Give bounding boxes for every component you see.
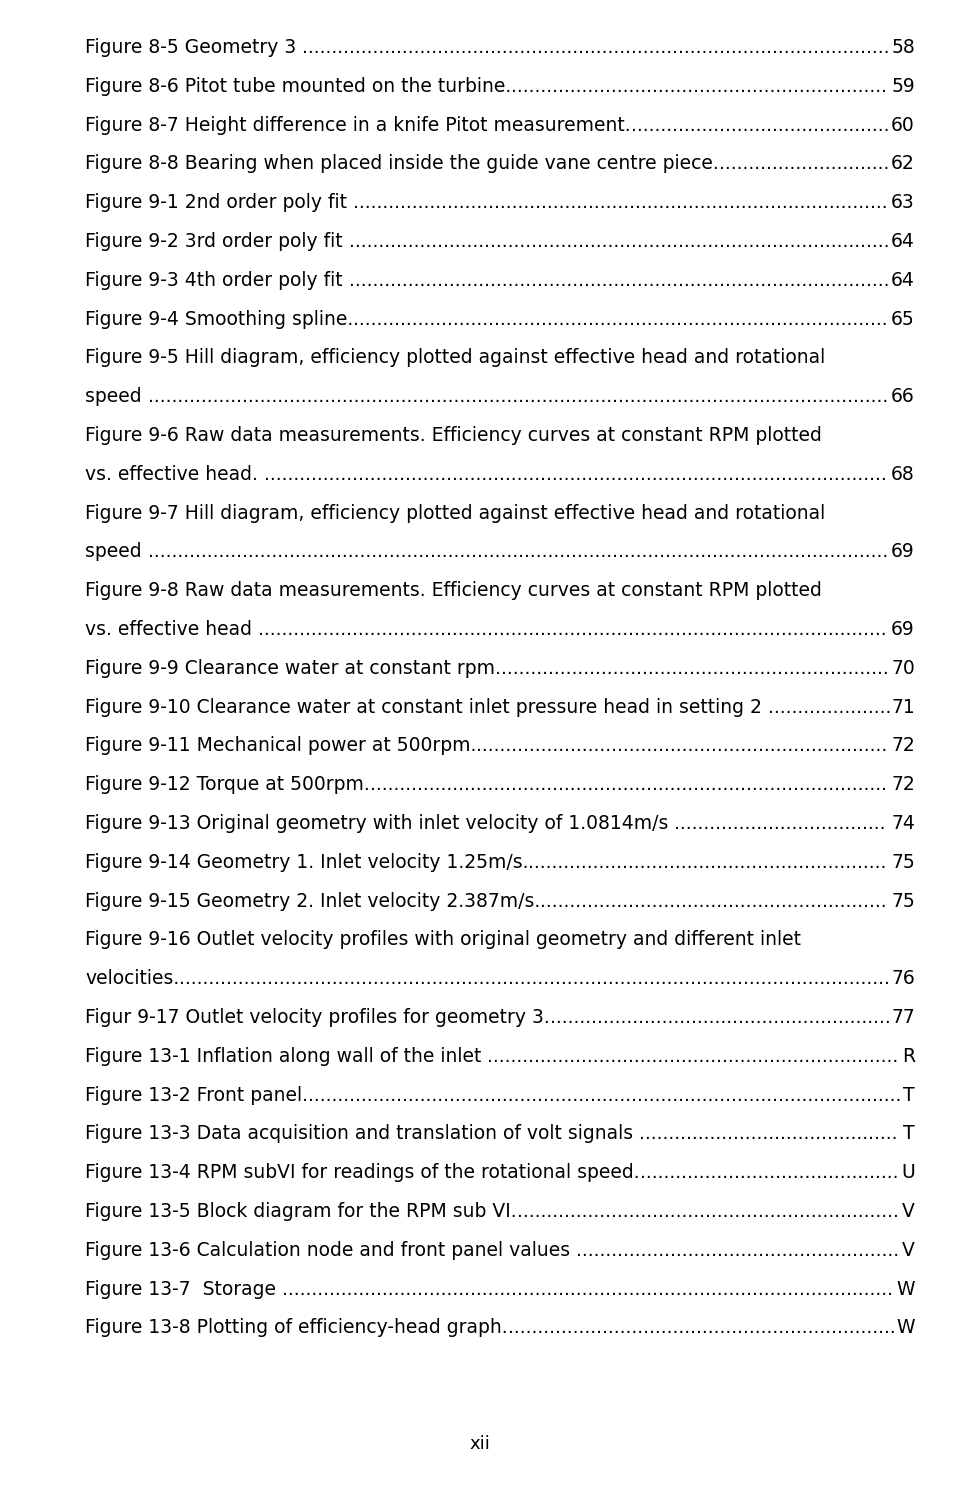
Text: Figure 9-9 Clearance water at constant rpm.: Figure 9-9 Clearance water at constant r… <box>85 658 501 678</box>
Text: Figure 13-2 Front panel.: Figure 13-2 Front panel. <box>85 1085 308 1105</box>
Text: ................................................................................: ........................................… <box>148 543 888 562</box>
Text: V: V <box>902 1202 915 1222</box>
Text: 64: 64 <box>891 271 915 289</box>
Text: Figure 9-12 Torque at 500rpm.: Figure 9-12 Torque at 500rpm. <box>85 775 370 794</box>
Text: .....................: ..................... <box>768 697 891 717</box>
Text: 72: 72 <box>891 775 915 794</box>
Text: vs. effective head: vs. effective head <box>85 621 258 639</box>
Text: Figure 9-3 4th order poly fit: Figure 9-3 4th order poly fit <box>85 271 348 289</box>
Text: ..................................................................: ........................................… <box>508 1319 896 1337</box>
Text: T: T <box>903 1085 915 1105</box>
Text: 72: 72 <box>891 736 915 755</box>
Text: .............................: ............................. <box>719 154 889 174</box>
Text: .............................................................: ........................................… <box>529 853 887 872</box>
Text: R: R <box>901 1046 915 1066</box>
Text: ....................................: .................................... <box>674 814 886 833</box>
Text: vs. effective head.: vs. effective head. <box>85 465 264 484</box>
Text: 62: 62 <box>891 154 915 174</box>
Text: Figure 8-5 Geometry 3: Figure 8-5 Geometry 3 <box>85 37 302 57</box>
Text: ......................................................................: ........................................… <box>488 1046 899 1066</box>
Text: 75: 75 <box>891 853 915 872</box>
Text: ................................................................................: ........................................… <box>148 387 888 406</box>
Text: ............................................: ........................................… <box>639 1124 898 1144</box>
Text: Figure 9-10 Clearance water at constant inlet pressure head in setting 2: Figure 9-10 Clearance water at constant … <box>85 697 768 717</box>
Text: ................................................................................: ........................................… <box>353 310 888 328</box>
Text: ................................................................................: ........................................… <box>370 775 887 794</box>
Text: velocities.: velocities. <box>85 970 180 988</box>
Text: Figure 9-2 3rd order poly fit: Figure 9-2 3rd order poly fit <box>85 232 348 250</box>
Text: 74: 74 <box>891 814 915 833</box>
Text: W: W <box>897 1280 915 1298</box>
Text: Figure 13-8 Plotting of efficiency-head graph.: Figure 13-8 Plotting of efficiency-head … <box>85 1319 508 1337</box>
Text: Figure 13-1 Inflation along wall of the inlet: Figure 13-1 Inflation along wall of the … <box>85 1046 488 1066</box>
Text: Figure 9-5 Hill diagram, efficiency plotted against effective head and rotationa: Figure 9-5 Hill diagram, efficiency plot… <box>85 348 826 367</box>
Text: 69: 69 <box>891 543 915 562</box>
Text: 71: 71 <box>891 697 915 717</box>
Text: Figure 9-15 Geometry 2. Inlet velocity 2.387m/s.: Figure 9-15 Geometry 2. Inlet velocity 2… <box>85 892 540 910</box>
Text: ................................................................................: ........................................… <box>264 465 887 484</box>
Text: 70: 70 <box>891 658 915 678</box>
Text: 75: 75 <box>891 892 915 910</box>
Text: Figure 9-16 Outlet velocity profiles with original geometry and different inlet: Figure 9-16 Outlet velocity profiles wit… <box>85 931 801 949</box>
Text: 58: 58 <box>891 37 915 57</box>
Text: ................................................................................: ........................................… <box>180 970 890 988</box>
Text: Figure 9-13 Original geometry with inlet velocity of 1.0814m/s: Figure 9-13 Original geometry with inlet… <box>85 814 674 833</box>
Text: Figure 9-1 2nd order poly fit: Figure 9-1 2nd order poly fit <box>85 193 353 213</box>
Text: V: V <box>902 1241 915 1259</box>
Text: Figure 8-8 Bearing when placed inside the guide vane centre piece.: Figure 8-8 Bearing when placed inside th… <box>85 154 719 174</box>
Text: .................................................................: ........................................… <box>516 1202 899 1222</box>
Text: W: W <box>897 1319 915 1337</box>
Text: 60: 60 <box>891 115 915 135</box>
Text: Figure 8-6 Pitot tube mounted on the turbine.: Figure 8-6 Pitot tube mounted on the tur… <box>85 76 512 96</box>
Text: Figure 13-5 Block diagram for the RPM sub VI.: Figure 13-5 Block diagram for the RPM su… <box>85 1202 516 1222</box>
Text: speed: speed <box>85 387 148 406</box>
Text: 69: 69 <box>891 621 915 639</box>
Text: 63: 63 <box>891 193 915 213</box>
Text: Figure 9-8 Raw data measurements. Efficiency curves at constant RPM plotted: Figure 9-8 Raw data measurements. Effici… <box>85 582 822 600</box>
Text: ................................................................................: ........................................… <box>348 232 889 250</box>
Text: 68: 68 <box>891 465 915 484</box>
Text: 66: 66 <box>891 387 915 406</box>
Text: xii: xii <box>469 1435 491 1453</box>
Text: ................................................................................: ........................................… <box>302 37 890 57</box>
Text: Figure 13-7  Storage: Figure 13-7 Storage <box>85 1280 282 1298</box>
Text: ................................................................................: ........................................… <box>308 1085 901 1105</box>
Text: 77: 77 <box>891 1007 915 1027</box>
Text: ................................................................................: ........................................… <box>282 1280 893 1298</box>
Text: Figure 8-7 Height difference in a knife Pitot measurement.: Figure 8-7 Height difference in a knife … <box>85 115 631 135</box>
Text: Figure 9-4 Smoothing spline.: Figure 9-4 Smoothing spline. <box>85 310 353 328</box>
Text: 64: 64 <box>891 232 915 250</box>
Text: ................................................................................: ........................................… <box>353 193 888 213</box>
Text: Figure 9-11 Mechanical power at 500rpm.: Figure 9-11 Mechanical power at 500rpm. <box>85 736 476 755</box>
Text: U: U <box>901 1163 915 1183</box>
Text: ............................................: ........................................… <box>631 115 889 135</box>
Text: ..........................................................: ........................................… <box>550 1007 891 1027</box>
Text: ................................................................: ........................................… <box>512 76 887 96</box>
Text: ................................................................................: ........................................… <box>258 621 887 639</box>
Text: 59: 59 <box>891 76 915 96</box>
Text: Figure 9-14 Geometry 1. Inlet velocity 1.25m/s.: Figure 9-14 Geometry 1. Inlet velocity 1… <box>85 853 529 872</box>
Text: ............................................: ........................................… <box>639 1163 899 1183</box>
Text: .......................................................: ........................................… <box>576 1241 900 1259</box>
Text: Figure 13-3 Data acquisition and translation of volt signals: Figure 13-3 Data acquisition and transla… <box>85 1124 639 1144</box>
Text: ................................................................................: ........................................… <box>348 271 889 289</box>
Text: Figure 13-6 Calculation node and front panel values: Figure 13-6 Calculation node and front p… <box>85 1241 576 1259</box>
Text: Figure 9-6 Raw data measurements. Efficiency curves at constant RPM plotted: Figure 9-6 Raw data measurements. Effici… <box>85 426 822 445</box>
Text: Figure 13-4 RPM subVI for readings of the rotational speed.: Figure 13-4 RPM subVI for readings of th… <box>85 1163 639 1183</box>
Text: Figur 9-17 Outlet velocity profiles for geometry 3.: Figur 9-17 Outlet velocity profiles for … <box>85 1007 550 1027</box>
Text: 76: 76 <box>891 970 915 988</box>
Text: ......................................................................: ........................................… <box>476 736 888 755</box>
Text: speed: speed <box>85 543 148 562</box>
Text: T: T <box>903 1124 915 1144</box>
Text: Figure 9-7 Hill diagram, efficiency plotted against effective head and rotationa: Figure 9-7 Hill diagram, efficiency plot… <box>85 504 826 523</box>
Text: ..................................................................: ........................................… <box>501 658 889 678</box>
Text: 65: 65 <box>891 310 915 328</box>
Text: ...........................................................: ........................................… <box>540 892 887 910</box>
